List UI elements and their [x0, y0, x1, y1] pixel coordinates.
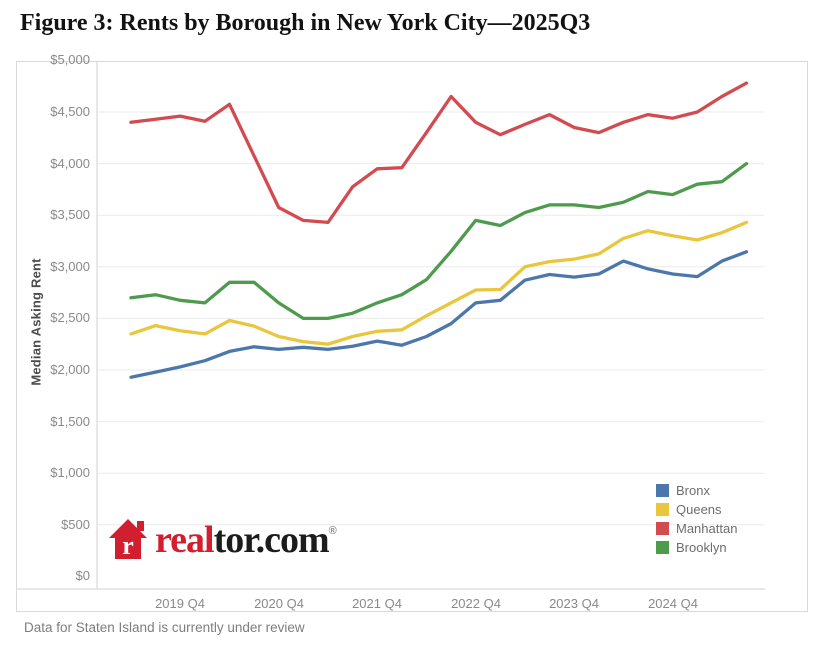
- figure-title: Figure 3: Rents by Borough in New York C…: [20, 10, 591, 36]
- registered-trademark-icon: ®: [328, 525, 337, 537]
- realtor-wordmark-real: real: [155, 519, 215, 561]
- y-tick-5000: $5,000: [50, 52, 90, 67]
- realtor-wordmark: realtor.com®: [155, 511, 337, 560]
- realtor-house-icon: r: [109, 519, 147, 560]
- y-tick-4000: $4,000: [50, 156, 90, 171]
- y-tick-2000: $2,000: [50, 362, 90, 377]
- y-tick-2500: $2,500: [50, 310, 90, 325]
- y-tick-500: $500: [61, 517, 90, 532]
- y-tick-1000: $1,000: [50, 465, 90, 480]
- x-tick-2022-q4: 2022 Q4: [451, 596, 501, 611]
- realtor-logo: r realtor.com®: [108, 511, 337, 560]
- y-tick-1500: $1,500: [50, 414, 90, 429]
- legend-swatch-bronx: [656, 484, 669, 497]
- legend-swatch-brooklyn: [656, 541, 669, 554]
- legend-item-brooklyn: Brooklyn: [656, 538, 737, 557]
- legend-label-brooklyn: Brooklyn: [676, 540, 727, 555]
- x-tick-2021-q4: 2021 Q4: [352, 596, 402, 611]
- legend-label-bronx: Bronx: [676, 483, 710, 498]
- x-tick-2019-q4: 2019 Q4: [155, 596, 205, 611]
- legend-item-manhattan: Manhattan: [656, 519, 737, 538]
- legend-swatch-manhattan: [656, 522, 669, 535]
- realtor-wordmark-torcom: tor.com: [213, 519, 330, 561]
- realtor-house-letter: r: [122, 531, 134, 560]
- footnote: Data for Staten Island is currently unde…: [24, 620, 305, 635]
- legend-label-queens: Queens: [676, 502, 722, 517]
- x-tick-2023-q4: 2023 Q4: [549, 596, 599, 611]
- y-tick-3500: $3,500: [50, 207, 90, 222]
- legend-item-bronx: Bronx: [656, 481, 737, 500]
- x-tick-2024-q4: 2024 Q4: [648, 596, 698, 611]
- y-tick-3000: $3,000: [50, 259, 90, 274]
- x-tick-2020-q4: 2020 Q4: [254, 596, 304, 611]
- y-tick-0: $0: [75, 568, 90, 583]
- legend-label-manhattan: Manhattan: [676, 521, 738, 536]
- legend-item-queens: Queens: [656, 500, 737, 519]
- y-tick-4500: $4,500: [50, 104, 90, 119]
- chart-legend: Bronx Queens Manhattan Brooklyn: [656, 481, 737, 557]
- legend-swatch-queens: [656, 503, 669, 516]
